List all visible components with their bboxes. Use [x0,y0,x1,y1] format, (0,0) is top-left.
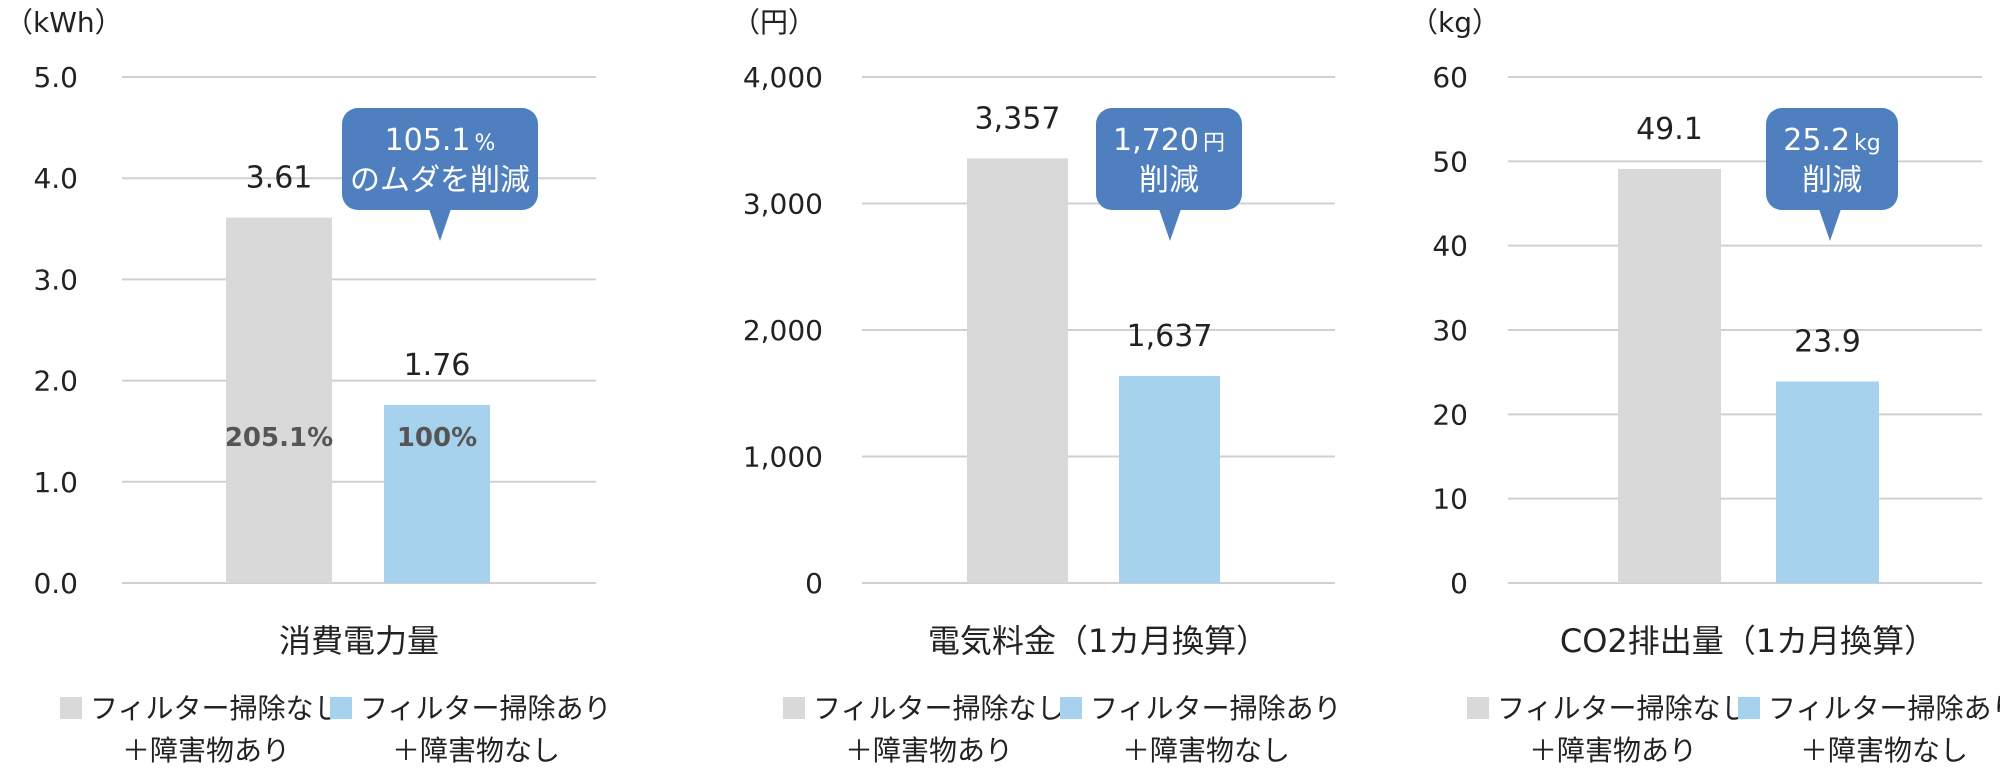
callout-amount: 25.2 kg [1783,123,1881,158]
x-axis-title: CO2排出量（1カ月換算） [1560,622,1936,660]
legend-swatch [60,697,82,719]
legend-swatch [1060,697,1082,719]
bar-percent-label: 205.1% [225,423,333,453]
bar-percent-label: 100% [397,423,477,453]
y-tick-label: 4.0 [33,162,78,195]
y-tick-label: 1,000 [743,441,823,474]
callout-amount-unit: 円 [1203,131,1225,156]
callout-bubble [1096,108,1242,210]
callout-amount: 105.1% [385,123,496,158]
legend-label-line1: フィルター掃除なし [90,692,341,725]
legend-swatch [1738,697,1760,719]
y-tick-label: 40 [1432,230,1468,263]
y-tick-label: 10 [1432,483,1468,516]
legend: フィルター掃除なし ＋障害物あり フィルター掃除あり ＋障害物なし [60,692,611,767]
legend-label-line1: フィルター掃除あり [1090,692,1341,725]
y-unit-label: （kg） [1410,6,1500,39]
bar-value-label: 23.9 [1794,324,1861,359]
callout-pointer [429,209,451,241]
callout-amount-value: 1,720 [1113,123,1199,158]
legend-swatch [1467,697,1489,719]
y-unit-label: （kWh） [5,6,123,39]
y-tick-label: 0 [805,567,823,600]
callout-bubble [342,108,538,210]
bar-after [1776,381,1879,583]
bar-value-label: 49.1 [1636,112,1703,147]
callout-amount-value: 25.2 [1783,123,1850,158]
y-tick-label: 3,000 [743,188,823,221]
bar-after [384,404,490,583]
legend-label-line1: フィルター掃除なし [1497,692,1748,725]
reduction-callout: 105.1 % のムダを削減 [342,108,538,241]
y-tick-label: 5.0 [33,61,78,94]
legend-label-line2: ＋障害物あり [845,734,1013,767]
legend-label-line2: ＋障害物なし [1800,734,1968,767]
bar-before [967,158,1068,584]
callout-caption: 削減 [1139,163,1199,198]
reduction-callout: 25.2 kg 削減 [1766,108,1898,241]
legend-label-line2: ＋障害物なし [392,734,560,767]
bar-value-label: 3.61 [246,161,313,196]
callout-caption: のムダを削減 [350,163,530,198]
reduction-callout: 1,720 円削減 [1096,108,1242,241]
y-tick-label: 4,000 [743,61,823,94]
y-tick-label: 60 [1432,61,1468,94]
y-tick-label: 0 [1450,567,1468,600]
legend: フィルター掃除なし ＋障害物あり フィルター掃除あり ＋障害物なし [1467,692,2000,767]
y-tick-label: 2.0 [33,365,78,398]
bar-before [1618,168,1721,583]
y-unit-label: （円） [732,6,816,39]
legend-label-line2: ＋障害物あり [122,734,290,767]
callout-amount-unit: kg [1854,131,1881,156]
y-tick-label: 20 [1432,398,1468,431]
legend-label-line2: ＋障害物なし [1122,734,1290,767]
legend-swatch [330,697,352,719]
chart-panel-3: （kg） 0 10 20 30 40 50 60 49.1 23.9 CO2排出量（1カ月換算） 25… [1410,6,2000,767]
bar-after [1119,375,1220,583]
x-axis-title: 電気料金（1カ月換算） [928,622,1268,660]
bar-value-label: 1.76 [404,348,471,383]
callout-pointer [1819,209,1841,241]
legend-swatch [783,697,805,719]
x-axis-title: 消費電力量 [279,622,439,660]
y-tick-label: 50 [1432,145,1468,178]
callout-amount-value: 105.1 [385,123,471,158]
legend-label-line2: ＋障害物あり [1529,734,1697,767]
legend: フィルター掃除なし ＋障害物あり フィルター掃除あり ＋障害物なし [783,692,1341,767]
chart-panel-2: （円） 0 1,000 2,000 3,000 4,000 3,357 1,637 電気料金（1… [732,6,1341,767]
bar-value-label: 1,637 [1127,319,1213,354]
callout-amount-unit: % [474,131,495,156]
y-tick-label: 0.0 [33,567,78,600]
bar-value-label: 3,357 [975,101,1061,136]
chart-panel-1: （kWh） 0.0 1.0 2.0 3.0 4.0 5.0 3.61 205.1% 1.76 100… [5,6,611,767]
callout-caption: 削減 [1802,163,1862,198]
legend-label-line1: フィルター掃除あり [360,692,611,725]
legend-label-line1: フィルター掃除あり [1768,692,2000,725]
callout-amount: 1,720 円 [1113,123,1225,158]
callout-pointer [1159,209,1181,241]
y-tick-label: 3.0 [33,263,78,296]
callout-bubble [1766,108,1898,210]
y-tick-label: 30 [1432,314,1468,347]
bar-before [226,217,332,583]
y-tick-label: 2,000 [743,314,823,347]
legend-label-line1: フィルター掃除なし [813,692,1064,725]
y-tick-label: 1.0 [33,466,78,499]
